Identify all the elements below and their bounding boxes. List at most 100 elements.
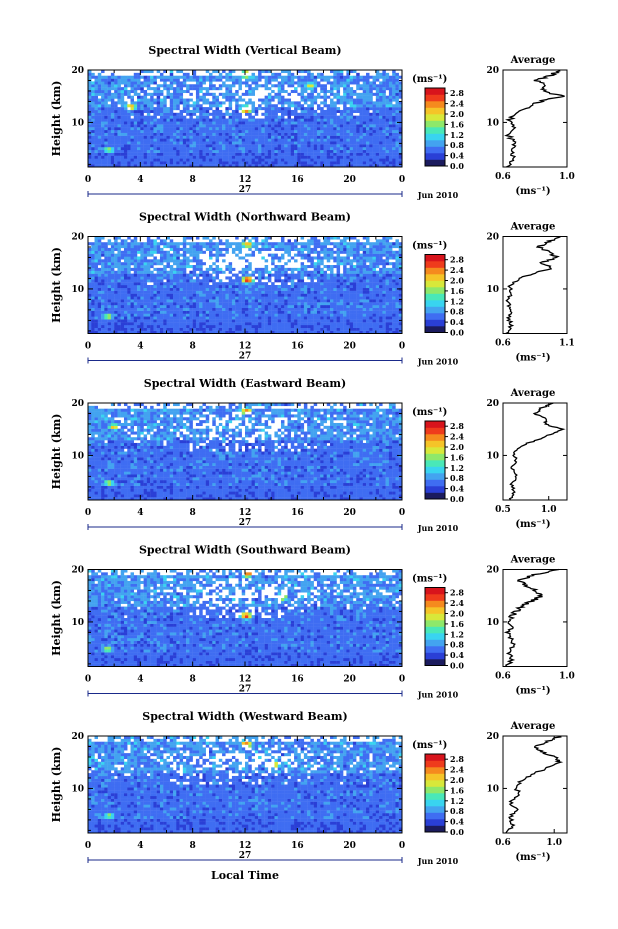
heatmap-cell [176, 81, 180, 85]
heatmap-cell [254, 152, 259, 156]
heatmap-cell [343, 310, 347, 314]
heatmap-cell [137, 115, 141, 119]
heatmap-cell [290, 164, 295, 168]
heatmap-cell [153, 299, 157, 303]
heatmap-cell [343, 155, 347, 159]
heatmap-cell [150, 109, 154, 113]
heatmap-cell [343, 124, 347, 128]
heatmap-cell [189, 310, 193, 314]
heatmap-cell [238, 84, 242, 88]
heatmap-cell [359, 118, 363, 122]
heatmap-cell [395, 104, 399, 108]
heatmap-cell [395, 149, 399, 153]
heatmap-cell [375, 164, 380, 168]
heatmap-cell [133, 84, 138, 88]
heatmap-cell [238, 129, 242, 133]
heatmap-cell [218, 282, 223, 286]
heatmap-cell [127, 115, 131, 119]
heatmap-cell [379, 307, 383, 311]
heatmap-cell [133, 135, 138, 139]
heatmap-cell [369, 293, 373, 297]
heatmap-cell [264, 81, 269, 85]
heatmap-cell [209, 155, 213, 159]
heatmap-cell [385, 107, 390, 111]
heatmap-cell [349, 98, 354, 102]
heatmap-cell [163, 287, 167, 291]
heatmap-cell [137, 72, 141, 76]
heatmap-cell [218, 124, 223, 128]
heatmap-cell [104, 135, 108, 139]
heatmap-cell [382, 299, 386, 303]
heatmap-cell [346, 121, 350, 125]
heatmap-cell [143, 84, 148, 88]
heatmap-cell [258, 313, 262, 317]
heatmap-cell [290, 149, 295, 153]
heatmap-cell [91, 282, 95, 286]
heatmap-cell [274, 92, 278, 96]
heatmap-cell [88, 299, 92, 303]
heatmap-cell [212, 115, 216, 119]
heatmap-cell [173, 330, 177, 334]
heatmap-cell [248, 161, 252, 165]
heatmap-cell [330, 293, 334, 297]
heatmap-cell [339, 299, 344, 303]
heatmap-cell [395, 127, 399, 131]
heatmap-cell [264, 296, 269, 300]
heatmap-cell [392, 293, 396, 297]
heatmap-cell [91, 149, 95, 153]
heatmap-cell [189, 324, 193, 328]
heatmap-cell [395, 164, 399, 168]
heatmap-cell [336, 109, 341, 113]
heatmap-cell [107, 155, 112, 159]
heatmap-cell [235, 92, 239, 96]
heatmap-cell [120, 75, 125, 79]
heatmap-cell [379, 129, 383, 133]
heatmap-cell [303, 95, 308, 99]
heatmap-cell [349, 115, 354, 119]
heatmap-cell [326, 75, 331, 79]
heatmap-cell [179, 129, 184, 133]
heatmap-cell [294, 115, 298, 119]
heatmap-cell [382, 127, 386, 131]
heatmap-cell [91, 147, 95, 151]
heatmap-cell [231, 147, 236, 151]
heatmap-cell [356, 118, 360, 122]
heatmap-cell [310, 78, 314, 82]
heatmap-cell [336, 273, 341, 277]
heatmap-cell [300, 89, 305, 94]
heatmap-cell [362, 138, 367, 142]
heatmap-cell [133, 270, 138, 274]
heatmap-cell [107, 319, 112, 323]
heatmap-cell [323, 330, 327, 334]
heatmap-cell [218, 293, 223, 297]
heatmap-cell [284, 279, 288, 283]
heatmap-cell [202, 296, 206, 300]
heatmap-cell [375, 138, 380, 142]
heatmap-cell [294, 287, 298, 291]
heatmap-cell [346, 118, 350, 122]
heatmap-cell [385, 158, 390, 162]
heatmap-cell [333, 104, 337, 108]
heatmap-cell [362, 107, 367, 111]
colorbar-swatch [425, 153, 445, 160]
heatmap-cell [159, 324, 164, 328]
heatmap-cell [346, 149, 350, 153]
heatmap-cell [392, 324, 396, 328]
heatmap-cell [258, 129, 262, 133]
heatmap-cell [130, 84, 134, 88]
heatmap-cell [294, 109, 298, 113]
heatmap-cell [303, 138, 308, 142]
heatmap-cell [264, 152, 269, 156]
heatmap-cell [104, 75, 108, 79]
heatmap-cell [333, 115, 337, 119]
heatmap-cell [385, 296, 390, 300]
heatmap-cell [195, 276, 200, 280]
heatmap-cell [215, 304, 220, 309]
heatmap-cell [133, 279, 138, 283]
heatmap-cell [379, 152, 383, 156]
heatmap-cell [297, 147, 301, 151]
heatmap-cell [140, 121, 144, 125]
heatmap-cell [199, 109, 203, 113]
heatmap-cell [300, 327, 305, 331]
heatmap-cell [212, 304, 216, 309]
